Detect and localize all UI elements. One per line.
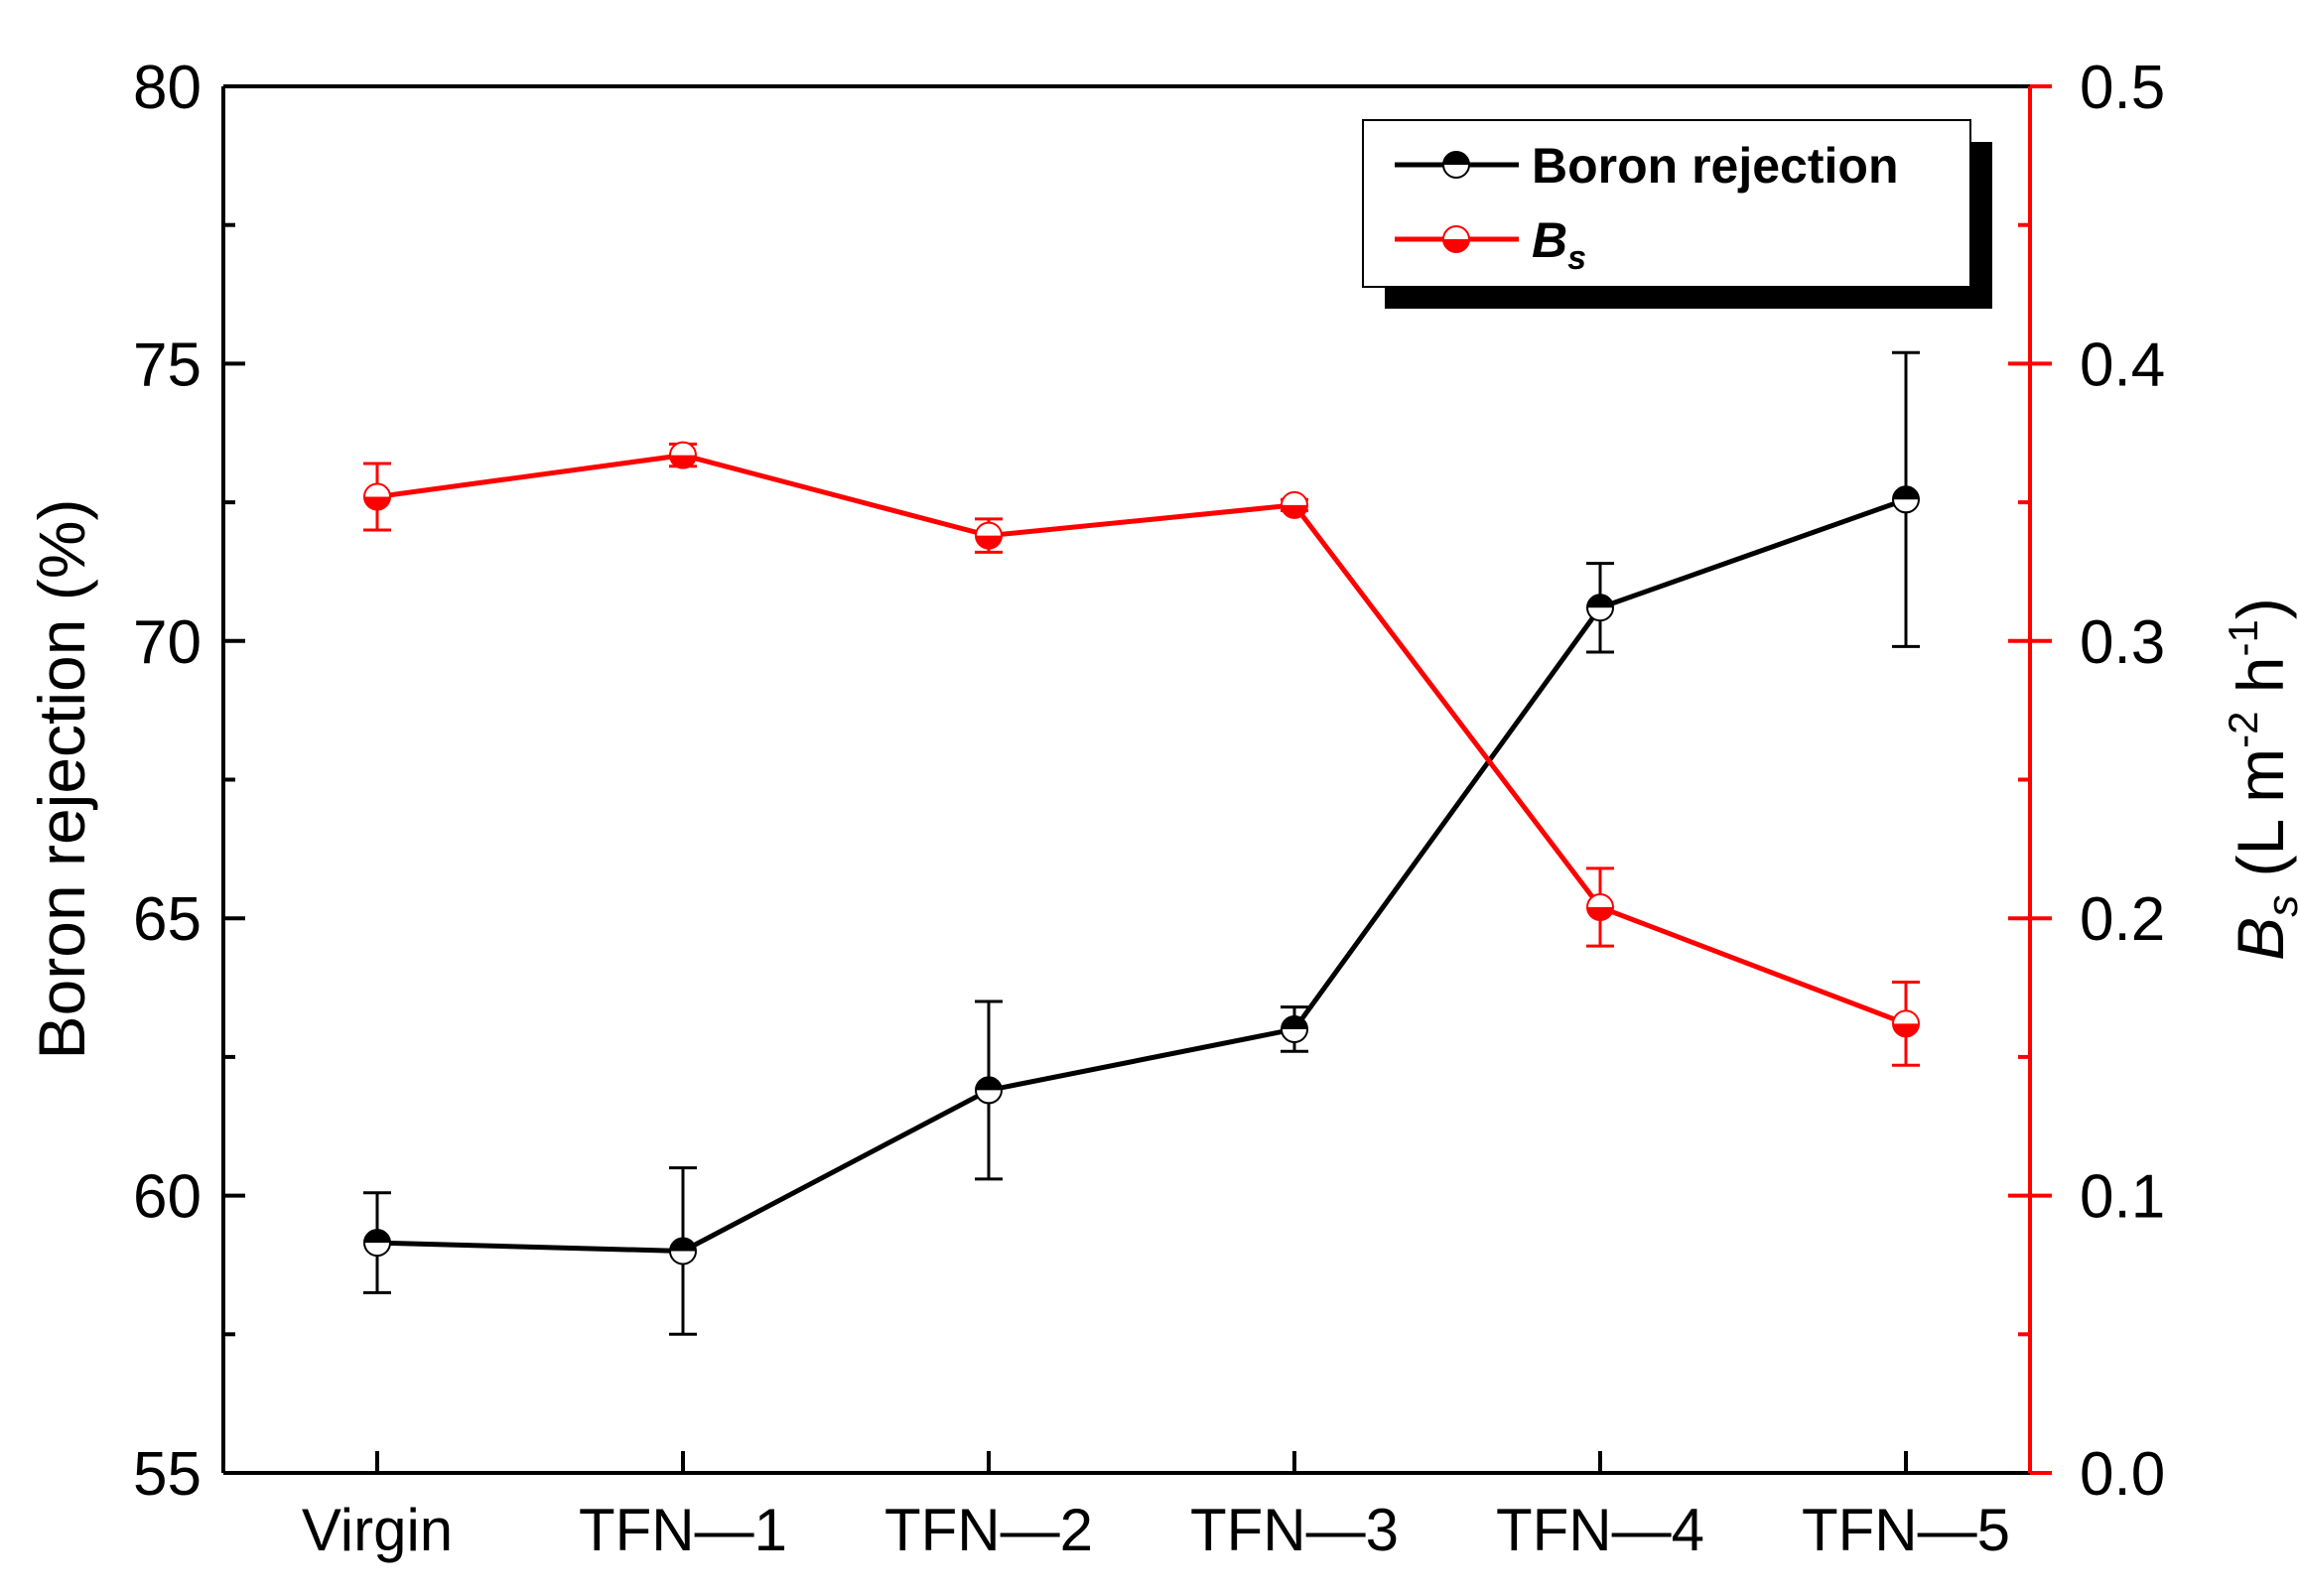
left-axis-tick-label: 75 — [133, 331, 202, 399]
left-axis-tick-label: 65 — [133, 885, 202, 954]
x-axis-tick-label: Virgin — [302, 1497, 453, 1563]
data-point-fill — [976, 535, 1002, 549]
left-axis-tick-label: 60 — [133, 1163, 202, 1232]
left-axis-tick-label: 55 — [133, 1440, 202, 1509]
legend-box — [1362, 119, 1971, 288]
legend-label-boron: Boron rejection — [1532, 138, 1898, 194]
right-axis-title-main: B — [2224, 917, 2297, 961]
x-axis-tick-label: TFN—5 — [1802, 1497, 2010, 1563]
data-point-fill — [364, 496, 390, 510]
legend-label-bs: Bs — [1532, 212, 1586, 277]
series-line-bs — [376, 453, 1907, 1026]
legend-label-bs-main: B — [1532, 212, 1567, 268]
legend-marker-bs-fill — [1443, 239, 1469, 252]
right-axis-title-end: ) — [2224, 598, 2297, 619]
legend-label-bs-sub: s — [1567, 239, 1586, 277]
axes-layer: 55 60 65 70 75 80 0.0 0.1 0.2 0.3 0.4 0.5 Virgin TFN—… — [133, 54, 2165, 1563]
data-point-fill — [1893, 486, 1919, 500]
data-point-fill — [670, 455, 697, 468]
data-point-fill — [976, 1077, 1002, 1091]
right-axis-tick-label: 0.5 — [2080, 54, 2165, 122]
data-point-fill — [1893, 1023, 1919, 1037]
data-point-fill — [670, 1238, 697, 1252]
right-axis-title-unit: (L m — [2224, 748, 2297, 895]
right-axis-title-sup1: -2 — [2220, 712, 2266, 748]
left-axis-tick-label: 80 — [133, 54, 202, 122]
right-axis-tick-label: 0.1 — [2080, 1163, 2165, 1232]
data-point-fill — [1282, 504, 1307, 518]
right-axis-title-mid: h — [2224, 657, 2297, 712]
data-point-fill — [1282, 1015, 1307, 1029]
right-axis-tick-label: 0.3 — [2080, 608, 2165, 677]
left-axis-tick-label: 70 — [133, 608, 202, 677]
x-axis-tick-label: TFN—1 — [579, 1497, 787, 1563]
left-axis-title: Boron rejection (%) — [25, 499, 98, 1060]
right-axis-title-sup2: -1 — [2220, 619, 2266, 656]
legend: Boron rejection Bs — [1362, 119, 1992, 309]
legend-marker-boron-fill — [1443, 152, 1469, 165]
series-layer — [363, 350, 1920, 1336]
x-axis-tick-label: TFN—4 — [1496, 1497, 1704, 1563]
data-point-fill — [1587, 595, 1613, 608]
right-axis-tick-label: 0.2 — [2080, 885, 2165, 954]
right-axis-tick-label: 0.4 — [2080, 331, 2165, 399]
data-point-fill — [364, 1230, 390, 1244]
series-line-boron-rejection — [376, 496, 1907, 1254]
x-axis-tick-label: TFN—3 — [1190, 1497, 1399, 1563]
right-axis-title-sub: s — [2258, 895, 2300, 917]
right-axis-tick-label: 0.0 — [2080, 1440, 2165, 1509]
right-axis-title: Bs (L m-2 h-1) — [2220, 598, 2300, 961]
data-point-fill — [1587, 907, 1613, 921]
x-axis-tick-label: TFN—2 — [884, 1497, 1093, 1563]
